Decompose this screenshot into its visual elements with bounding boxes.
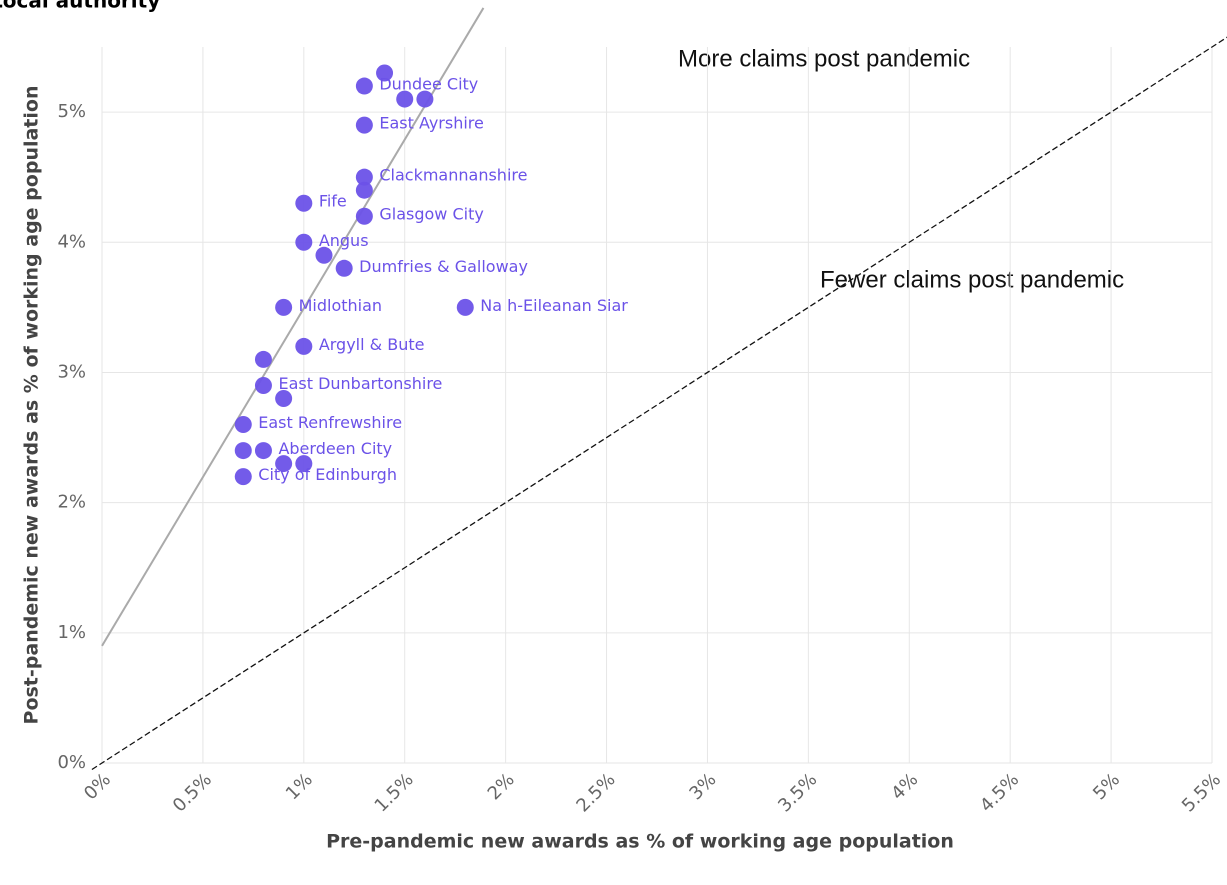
point	[234, 468, 252, 486]
point	[335, 259, 353, 277]
point-label: Aberdeen City	[278, 439, 392, 458]
point-label: East Dunbartonshire	[278, 374, 442, 393]
point-label: Clackmannanshire	[379, 166, 527, 185]
point	[234, 442, 252, 460]
point-label: Dundee City	[379, 75, 478, 94]
y-tick-label: 2%	[57, 492, 86, 513]
point	[254, 350, 272, 368]
point	[275, 389, 293, 407]
point	[234, 416, 252, 434]
y-tick-label: 1%	[57, 622, 86, 643]
point-label: Glasgow City	[379, 205, 483, 224]
point	[355, 207, 373, 225]
point	[295, 337, 313, 355]
point	[355, 116, 373, 134]
y-tick-label: 0%	[57, 752, 86, 773]
x-tick-label: 0.5%	[169, 769, 216, 816]
point-label: Dumfries & Galloway	[359, 257, 528, 276]
x-axis-title: Pre-pandemic new awards as % of working …	[326, 831, 954, 853]
chart-title: Local authority	[0, 0, 160, 13]
point	[355, 77, 373, 95]
point	[355, 168, 373, 186]
y-tick-label: 4%	[57, 231, 86, 252]
y-tick-label: 5%	[57, 101, 86, 122]
x-tick-label: 3%	[685, 769, 720, 804]
x-tick-label: 2%	[484, 769, 519, 804]
y-tick-label: 3%	[57, 361, 86, 382]
point	[315, 246, 333, 264]
point-label: East Ayrshire	[379, 114, 484, 133]
x-tick-label: 5%	[1089, 769, 1124, 804]
annotation: Fewer claims post pandemic	[820, 266, 1124, 293]
parity-line	[91, 36, 1227, 771]
x-tick-label: 0%	[80, 769, 115, 804]
point	[355, 181, 373, 199]
annotation: More claims post pandemic	[678, 45, 970, 72]
point	[295, 194, 313, 212]
point	[295, 233, 313, 251]
point	[275, 298, 293, 316]
x-tick-label: 1.5%	[371, 769, 418, 816]
x-tick-label: 4%	[887, 769, 922, 804]
point	[295, 455, 313, 473]
x-tick-label: 5.5%	[1178, 769, 1225, 816]
point	[254, 376, 272, 394]
point-label: East Renfrewshire	[258, 413, 402, 432]
x-tick-label: 1%	[282, 769, 317, 804]
point-label: Na h-Eileanan Siar	[480, 296, 628, 315]
point	[254, 442, 272, 460]
point-label: Argyll & Bute	[319, 335, 425, 354]
x-tick-label: 4.5%	[976, 769, 1023, 816]
x-tick-label: 2.5%	[572, 769, 619, 816]
x-tick-label: 3.5%	[774, 769, 821, 816]
point	[456, 298, 474, 316]
point	[376, 64, 394, 82]
point-label: Angus	[319, 231, 369, 250]
trend-line	[101, 7, 485, 647]
point-label: Fife	[319, 192, 347, 211]
point-label: Midlothian	[299, 296, 382, 315]
point	[416, 90, 434, 108]
point-label: City of Edinburgh	[258, 465, 397, 484]
y-axis-title: Post-pandemic new awards as % of working…	[21, 86, 43, 725]
point	[396, 90, 414, 108]
point	[275, 455, 293, 473]
